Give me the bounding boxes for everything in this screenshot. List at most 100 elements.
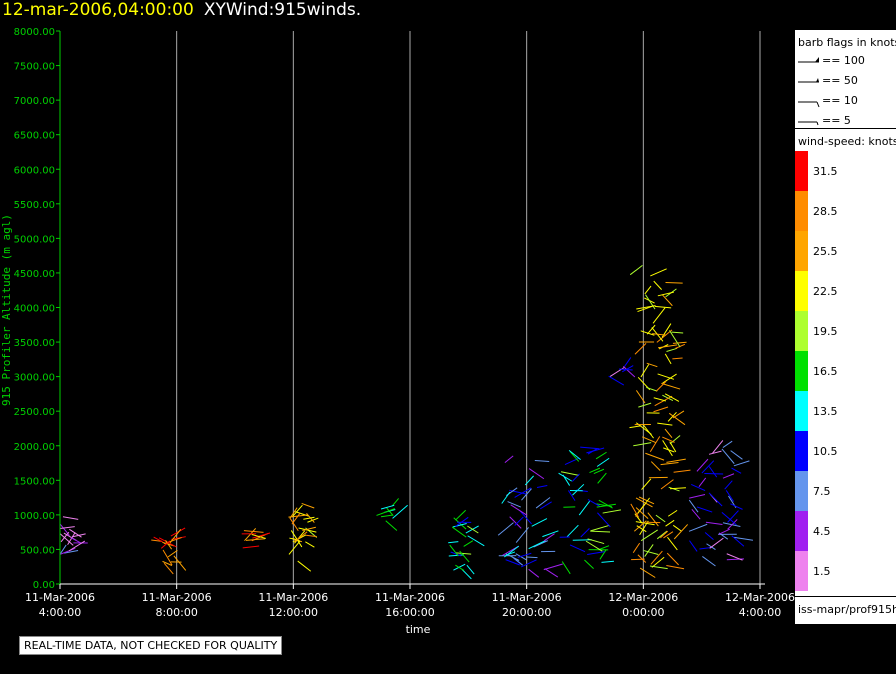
wind-barb — [590, 524, 610, 532]
y-tick-label: 4000.00 — [14, 304, 55, 315]
wind-barb — [528, 468, 545, 480]
wind-barb — [580, 446, 600, 450]
wind-barb — [644, 544, 654, 557]
wind-barb — [385, 520, 398, 531]
wind-barb — [289, 517, 299, 532]
wind-barb — [672, 341, 687, 344]
wind-barb — [62, 516, 79, 520]
y-tick-label: 6500.00 — [14, 131, 55, 142]
wind-barb — [662, 440, 673, 457]
wind-barb — [709, 537, 724, 549]
wind-barb — [456, 552, 472, 555]
wind-barb — [725, 490, 735, 502]
colorbar-label: 25.5 — [813, 245, 838, 258]
y-tick-label: 4500.00 — [14, 269, 55, 280]
y-tick-label: 8000.00 — [14, 27, 55, 38]
wind-barb — [463, 540, 474, 547]
wind-barb — [69, 528, 82, 538]
wind-barb — [672, 410, 685, 419]
wind-barb — [722, 473, 735, 479]
wind-barb — [569, 451, 580, 462]
wind-barb — [515, 527, 529, 543]
wind-barb — [533, 540, 548, 548]
wind-barb — [731, 467, 742, 474]
wind-barb — [655, 380, 667, 392]
wind-barb — [451, 526, 467, 538]
wind-barb — [635, 521, 655, 526]
x-tick-time-label: 16:00:00 — [385, 606, 434, 619]
wind-barb — [251, 533, 267, 539]
wind-barb — [297, 560, 312, 572]
wind-barbs — [59, 265, 754, 580]
wind-barb — [535, 497, 551, 509]
wind-barb — [70, 537, 83, 544]
wind-barb — [671, 331, 684, 334]
wind-barb — [646, 386, 658, 392]
wind-barb — [721, 512, 737, 526]
wind-barb — [660, 479, 674, 490]
grid-lines — [176, 31, 761, 584]
wind-barb — [657, 373, 675, 380]
wind-barb — [666, 458, 686, 463]
wind-barb — [608, 375, 625, 386]
wind-barb — [635, 497, 653, 508]
x-tick-time-label: 12:00:00 — [269, 606, 318, 619]
wind-barb — [162, 560, 173, 566]
wind-barb — [459, 550, 470, 563]
wind-barb — [652, 307, 666, 324]
colorbar-label: 22.5 — [813, 285, 838, 298]
wind-barb — [666, 347, 678, 353]
wind-barb — [659, 530, 669, 539]
wind-barb — [664, 393, 680, 402]
wind-barb — [668, 412, 686, 426]
y-tick-label: 2500.00 — [14, 407, 55, 418]
wind-barb — [724, 480, 733, 490]
wind-barb — [519, 510, 532, 525]
wind-barb — [59, 526, 75, 529]
wind-barb — [528, 568, 540, 578]
wind-barb — [391, 498, 400, 507]
wind-barb — [449, 544, 459, 557]
wind-barb — [455, 509, 467, 521]
wind-barb — [631, 558, 645, 561]
wind-barb — [656, 530, 668, 540]
legend-panel: barb flags in knots == 100 == 50 == 10 =… — [795, 30, 896, 624]
wind-barb — [376, 508, 396, 516]
wind-barb — [567, 490, 576, 501]
wind-barb — [633, 442, 652, 447]
y-tick-label: 2000.00 — [14, 442, 55, 453]
wind-barb — [160, 540, 171, 549]
wind-barb — [638, 496, 655, 505]
colorbar-swatch — [795, 151, 808, 191]
wind-barb — [562, 474, 571, 486]
wind-barb — [642, 424, 654, 439]
y-tick-label: 3500.00 — [14, 338, 55, 349]
wind-barb — [60, 531, 70, 543]
wind-barb — [509, 516, 522, 529]
colorbar-swatch — [795, 391, 808, 431]
wind-barb — [505, 559, 520, 566]
wind-barb — [598, 499, 613, 509]
wind-barb — [698, 477, 707, 488]
colorbar-label: 4.5 — [813, 525, 831, 538]
wind-barb — [712, 440, 724, 454]
y-axis-label: 915 Profiler Altitude (m agl) — [0, 214, 13, 406]
wind-barb — [722, 440, 733, 448]
wind-barb — [664, 428, 673, 438]
barb-legend-5-label: == 5 — [822, 114, 851, 127]
wind-barb — [455, 564, 465, 571]
wind-barb — [386, 507, 394, 516]
wind-barb — [630, 503, 640, 518]
wind-barb — [450, 551, 462, 557]
y-tick-label: 1000.00 — [14, 511, 55, 522]
wind-barb — [657, 291, 674, 297]
x-tick-time-label: 4:00:00 — [39, 606, 81, 619]
wind-barb — [658, 344, 678, 349]
wind-barb — [622, 365, 634, 373]
wind-barb — [726, 558, 744, 561]
wind-barb — [501, 491, 511, 504]
wind-barb — [587, 551, 605, 556]
wind-barb — [521, 488, 532, 501]
wind-barb — [558, 472, 573, 482]
wind-barb — [726, 553, 743, 561]
